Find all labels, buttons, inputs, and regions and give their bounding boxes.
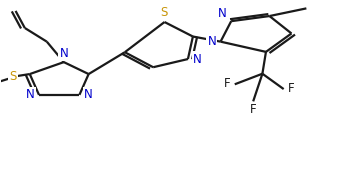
Text: N: N <box>218 7 226 20</box>
Text: F: F <box>250 103 256 116</box>
Text: N: N <box>84 88 93 101</box>
Text: N: N <box>208 35 216 48</box>
Text: S: S <box>160 7 168 19</box>
Text: N: N <box>193 52 201 66</box>
Text: S: S <box>9 70 16 83</box>
Text: N: N <box>26 88 35 101</box>
Text: F: F <box>224 77 230 90</box>
Text: F: F <box>288 82 294 95</box>
Text: N: N <box>59 47 68 60</box>
